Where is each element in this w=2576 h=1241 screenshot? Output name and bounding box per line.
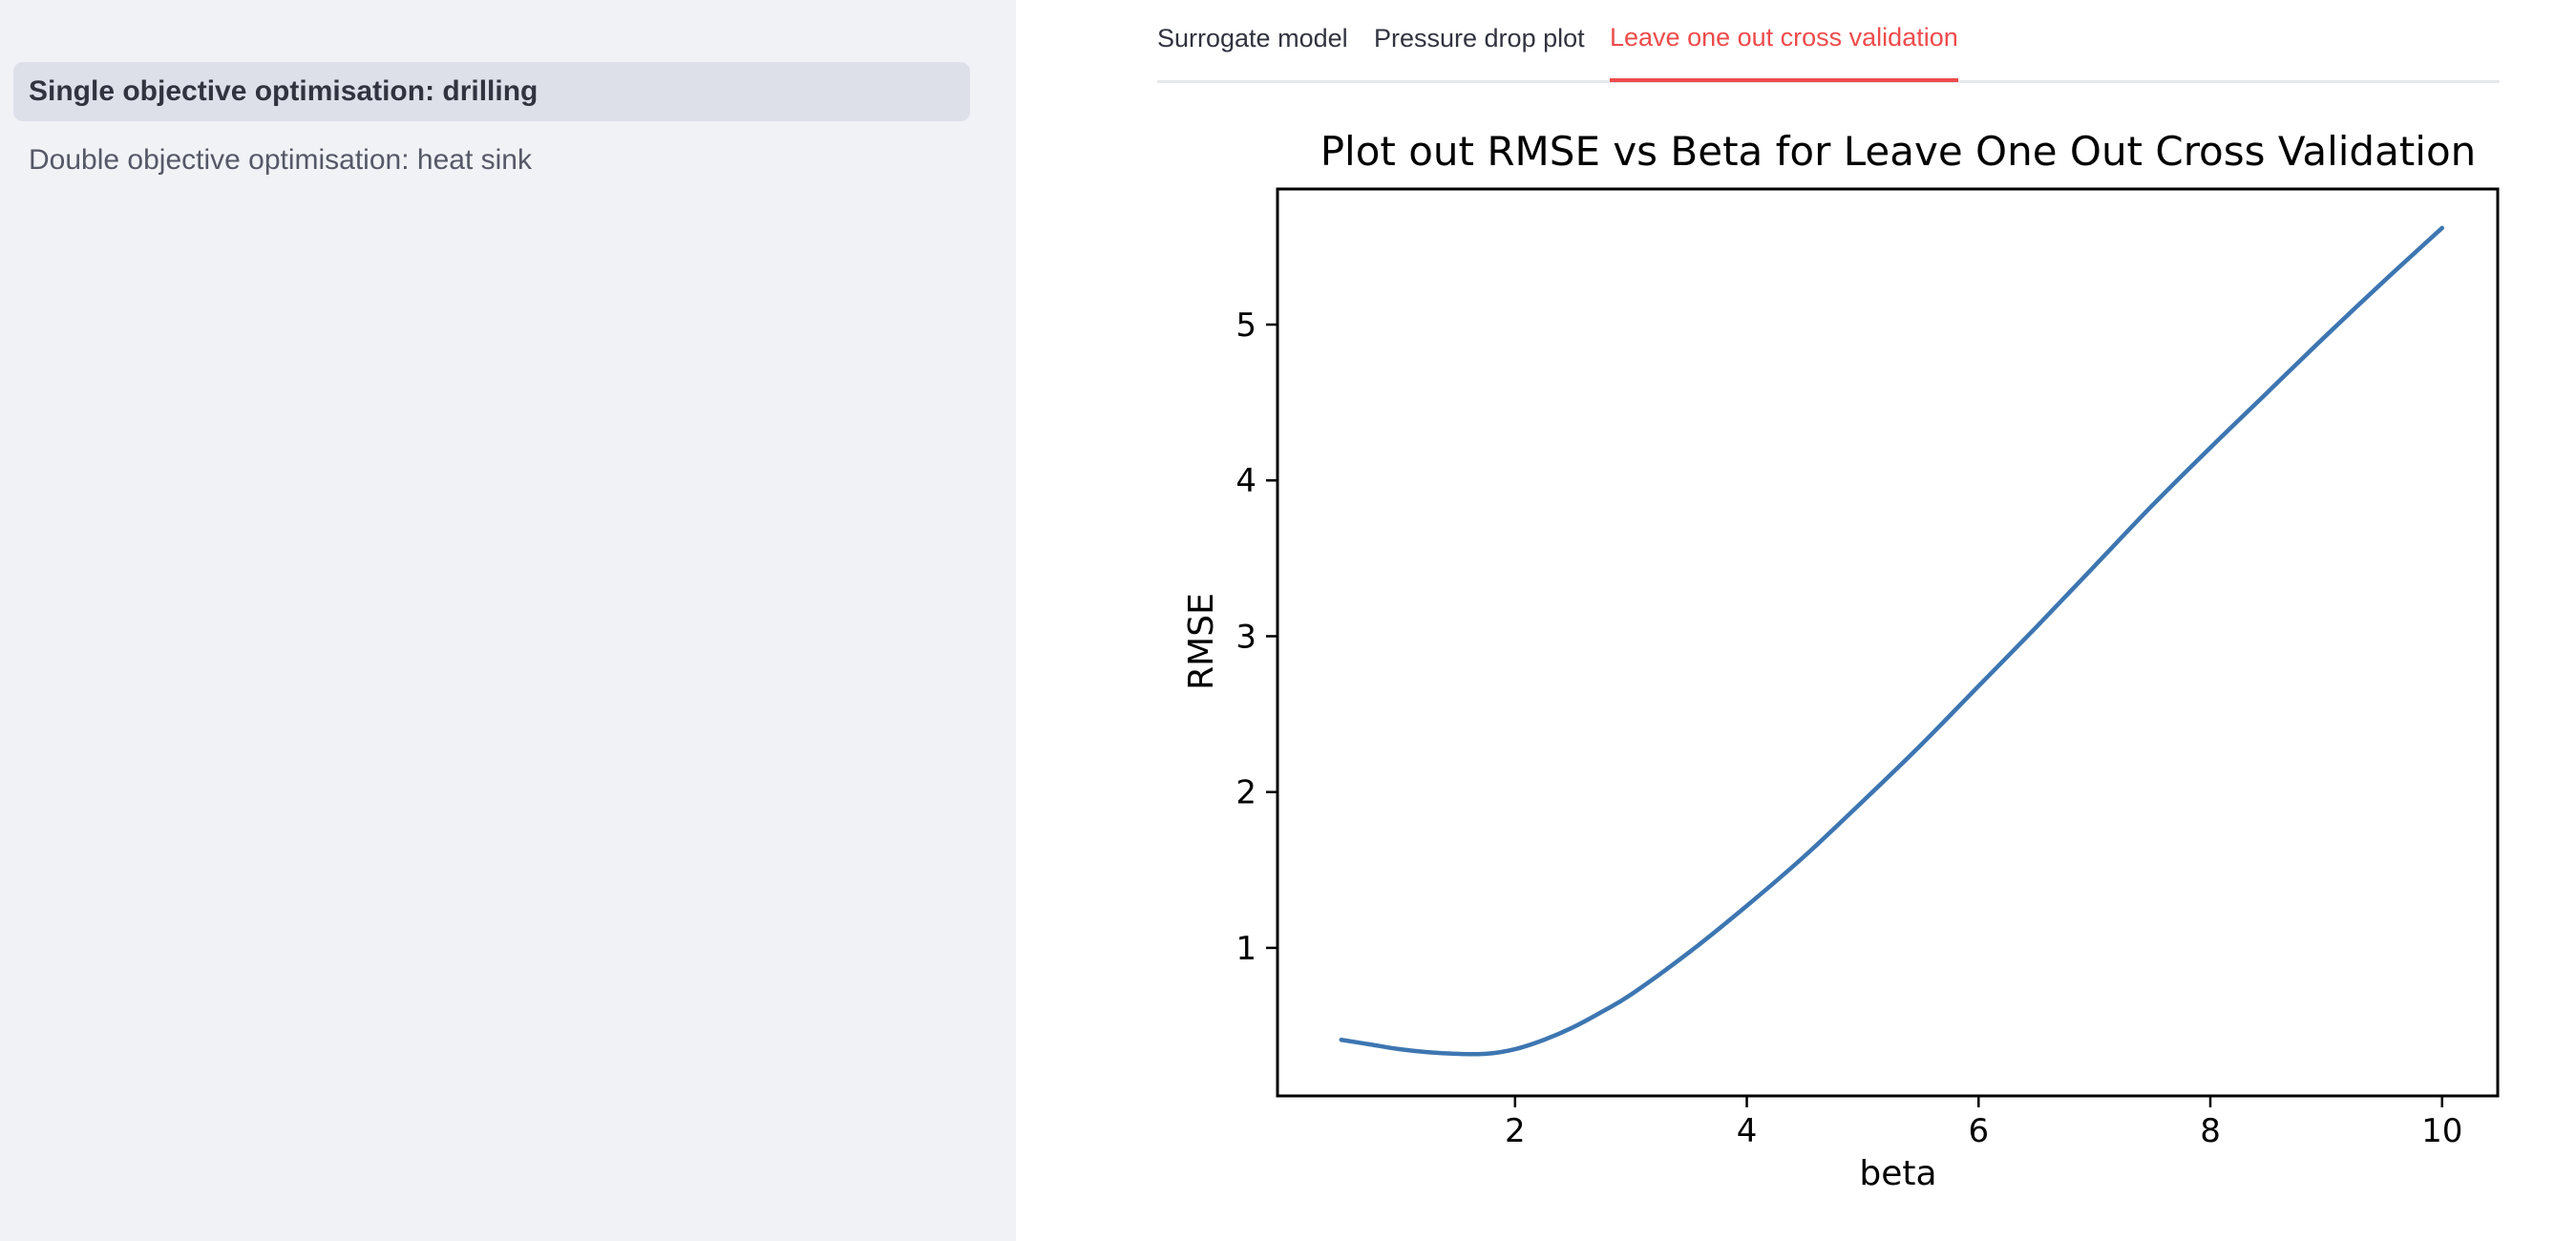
chart-container: Plot out RMSE vs Beta for Leave One Out … bbox=[1157, 115, 2532, 1203]
x-tick-label: 10 bbox=[2421, 1112, 2462, 1150]
rmse-beta-chart: Plot out RMSE vs Beta for Leave One Out … bbox=[1182, 128, 2500, 1193]
y-axis-label: RMSE bbox=[1182, 593, 1221, 690]
x-tick-label: 4 bbox=[1737, 1112, 1758, 1150]
plot-frame bbox=[1276, 187, 2500, 1098]
nav-item-label: Single objective optimisation: drilling bbox=[29, 75, 538, 107]
tab-bar: Surrogate model Pressure drop plot Leave… bbox=[1157, 0, 2500, 83]
chart-title: Plot out RMSE vs Beta for Leave One Out … bbox=[1320, 128, 2477, 175]
tab-surrogate-model[interactable]: Surrogate model bbox=[1157, 23, 1348, 53]
nav-item-single-objective[interactable]: Single objective optimisation: drilling bbox=[13, 62, 970, 121]
nav-item-label: Double objective optimisation: heat sink bbox=[29, 144, 532, 176]
y-tick-label: 3 bbox=[1235, 618, 1256, 656]
sidebar: Single objective optimisation: drilling … bbox=[0, 0, 1016, 1241]
x-axis-label: beta bbox=[1859, 1154, 1936, 1193]
x-tick-label: 2 bbox=[1505, 1112, 1526, 1150]
y-tick-label: 2 bbox=[1235, 774, 1256, 812]
x-tick-label: 8 bbox=[2200, 1112, 2221, 1150]
y-tick-label: 4 bbox=[1235, 462, 1256, 500]
y-tick-label: 1 bbox=[1235, 930, 1256, 968]
tab-leave-one-out[interactable]: Leave one out cross validation bbox=[1610, 0, 1958, 82]
x-tick-label: 6 bbox=[1968, 1112, 1989, 1150]
rmse-series-line bbox=[1339, 225, 2444, 1057]
y-tick-label: 5 bbox=[1235, 306, 1256, 345]
nav-item-double-objective[interactable]: Double objective optimisation: heat sink bbox=[13, 131, 970, 190]
tab-pressure-drop-plot[interactable]: Pressure drop plot bbox=[1374, 23, 1585, 53]
